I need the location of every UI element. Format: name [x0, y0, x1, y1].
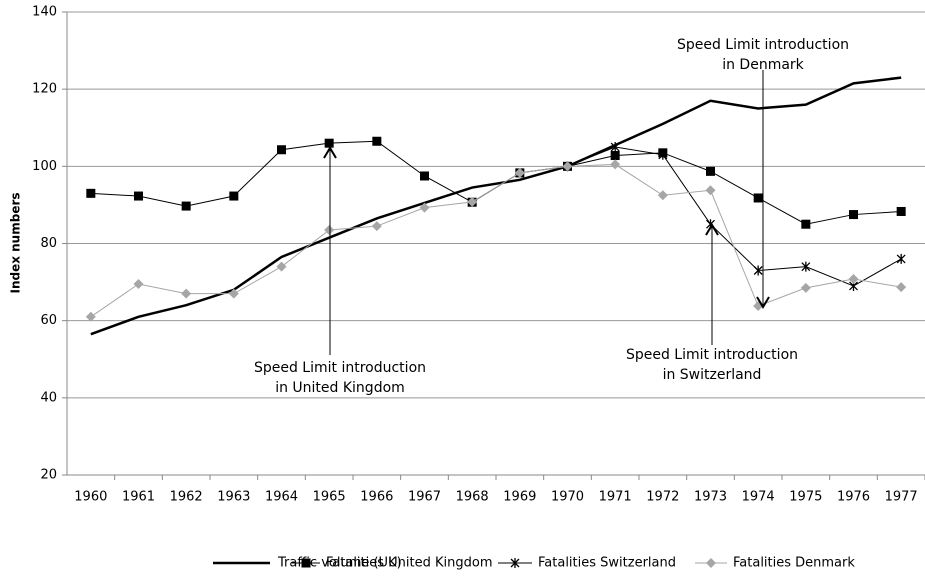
- x-tick-label: 1972: [646, 490, 679, 505]
- x-tick-label: 1966: [360, 490, 393, 505]
- x-tick-label: 1976: [837, 490, 870, 505]
- marker: [705, 185, 716, 196]
- marker: [276, 261, 287, 272]
- y-tick-label: 40: [40, 390, 57, 405]
- marker: [420, 171, 429, 181]
- y-tick-label: 60: [40, 313, 57, 328]
- arrow-head: [705, 223, 719, 236]
- marker: [849, 210, 858, 220]
- marker: [134, 191, 143, 201]
- x-tick-label: 1977: [885, 490, 918, 505]
- marker: [610, 142, 620, 153]
- marker: [801, 219, 811, 229]
- arrow-head: [756, 296, 770, 309]
- marker: [372, 136, 382, 146]
- x-tick-label: 1974: [742, 490, 775, 505]
- marker: [896, 282, 907, 293]
- marker: [419, 202, 430, 213]
- legend-label: Fatalities Denmark: [733, 556, 855, 571]
- annotation: in United Kingdom: [275, 380, 405, 396]
- arrow-head: [323, 146, 337, 159]
- annotation: Speed Limit introduction: [254, 360, 426, 376]
- y-tick-label: 20: [40, 468, 57, 483]
- x-tick-label: 1973: [694, 490, 727, 505]
- marker: [706, 558, 716, 568]
- x-tick-label: 1960: [74, 490, 107, 505]
- x-tick-label: 1968: [456, 490, 489, 505]
- marker: [896, 253, 906, 264]
- marker: [86, 188, 96, 198]
- marker: [324, 138, 334, 148]
- legend-label: Fatalities Switzerland: [538, 556, 676, 571]
- x-tick-label: 1961: [122, 490, 155, 505]
- legend-label: Fatalities United Kingdom: [326, 556, 493, 571]
- marker: [562, 161, 573, 172]
- marker: [510, 558, 520, 568]
- marker: [753, 265, 763, 276]
- marker: [753, 193, 763, 203]
- series: [90, 76, 902, 336]
- marker: [229, 191, 239, 201]
- x-tick-label: 1967: [408, 490, 441, 505]
- x-tick-label: 1971: [599, 490, 632, 505]
- annotation: Speed Limit introduction: [626, 347, 798, 363]
- marker: [324, 224, 335, 235]
- marker: [228, 288, 239, 299]
- y-tick-label: 140: [32, 5, 57, 20]
- marker: [610, 151, 620, 161]
- marker: [181, 201, 191, 211]
- marker: [371, 221, 382, 232]
- marker: [133, 279, 144, 290]
- marker: [658, 149, 668, 160]
- y-tick-label: 120: [32, 82, 57, 97]
- marker: [277, 145, 286, 155]
- x-tick-label: 1975: [789, 490, 822, 505]
- marker: [181, 288, 192, 299]
- annotation: in Denmark: [722, 57, 804, 73]
- marker: [896, 206, 906, 216]
- marker: [657, 190, 668, 201]
- marker: [301, 558, 311, 568]
- marker: [514, 167, 525, 178]
- line: [90, 76, 902, 336]
- x-tick-label: 1962: [170, 490, 203, 505]
- line: [90, 163, 902, 318]
- x-tick-label: 1963: [217, 490, 250, 505]
- marker: [848, 273, 859, 284]
- annotation: in Switzerland: [663, 367, 762, 383]
- marker: [800, 282, 811, 293]
- y-tick-label: 100: [32, 159, 57, 174]
- y-tick-label: 80: [40, 236, 57, 251]
- marker: [467, 196, 478, 207]
- y-axis-label: Index numbers: [9, 192, 23, 293]
- x-tick-label: 1970: [551, 490, 584, 505]
- marker: [706, 166, 715, 176]
- marker: [801, 261, 811, 272]
- x-tick-label: 1964: [265, 490, 298, 505]
- x-tick-label: 1969: [503, 490, 536, 505]
- marker: [610, 159, 621, 170]
- annotation: Speed Limit introduction: [677, 37, 849, 53]
- x-tick-label: 1965: [313, 490, 346, 505]
- marker: [85, 311, 96, 322]
